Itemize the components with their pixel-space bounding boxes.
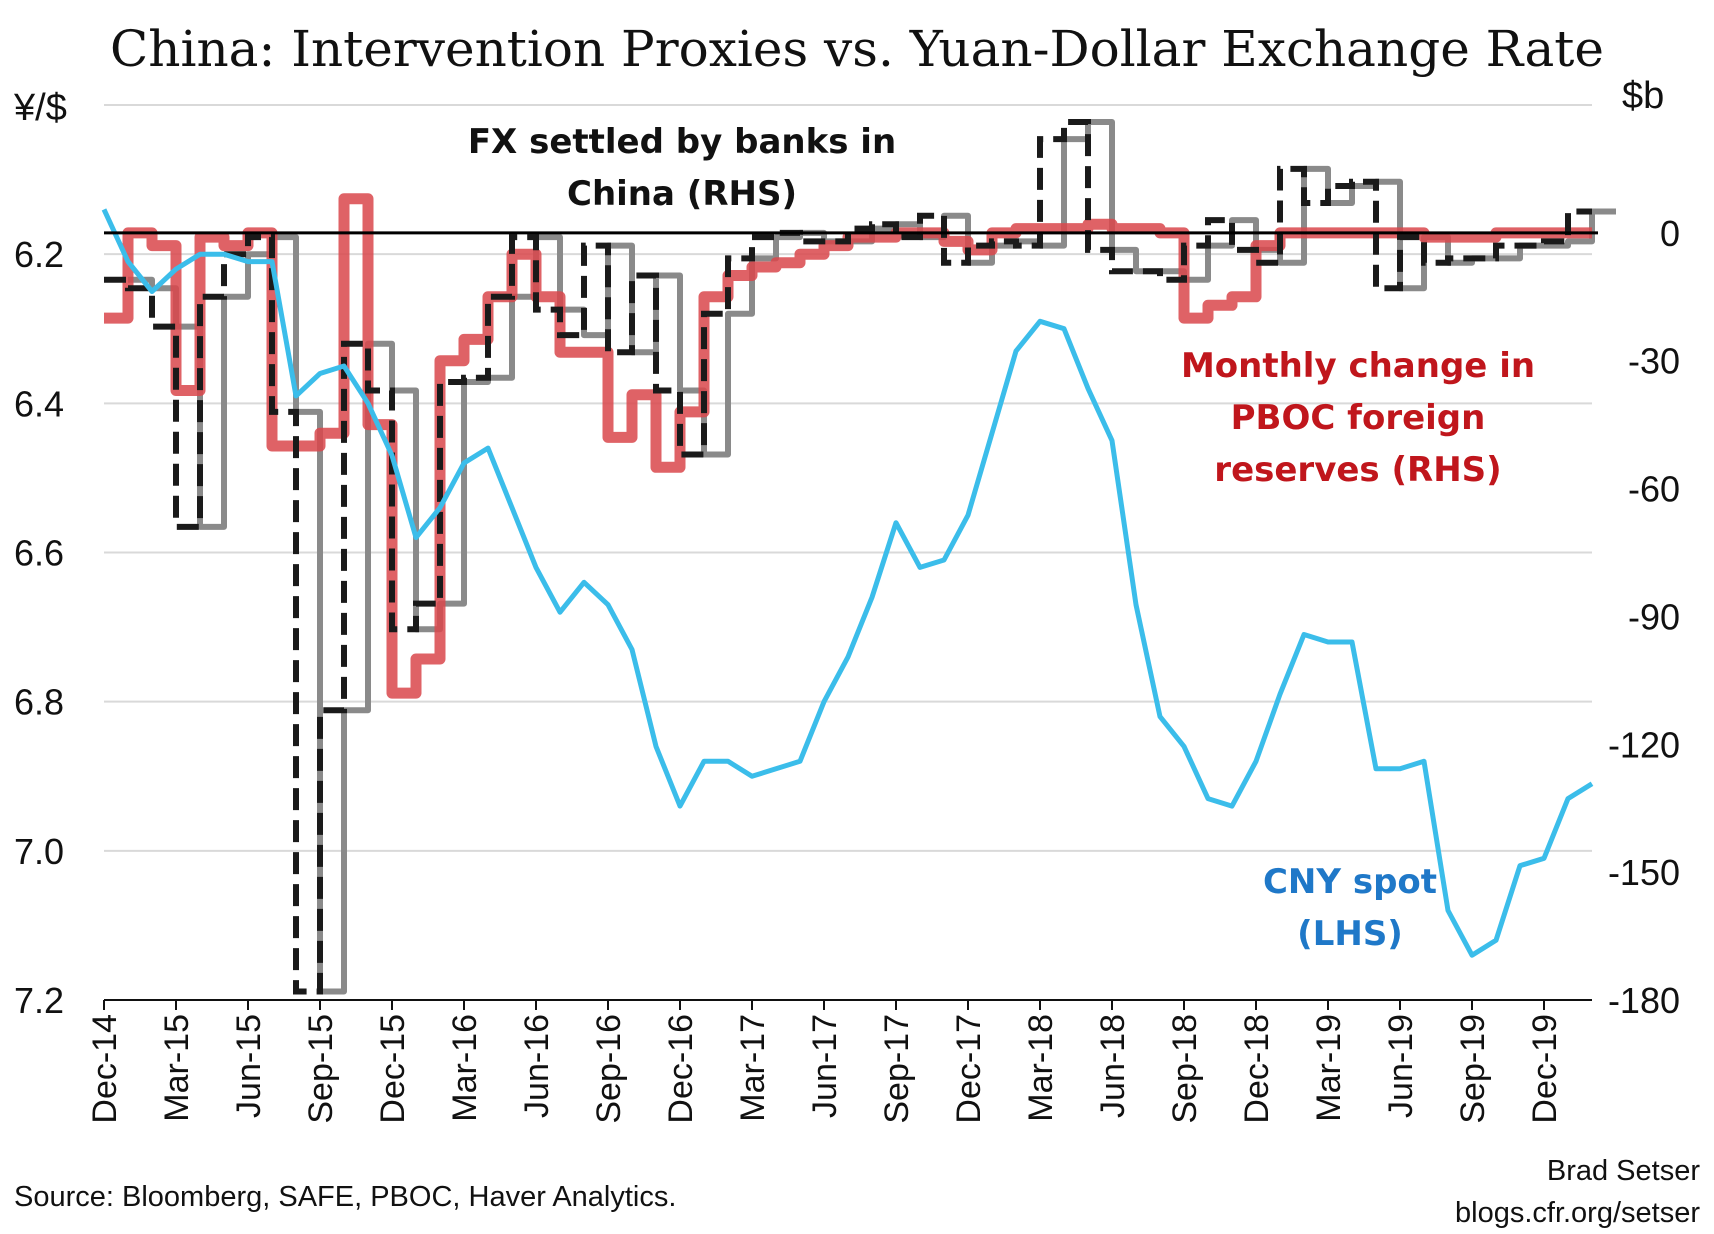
x-tick-label: Jun-17 [806,1014,844,1118]
right-axis-unit: $b [1622,75,1664,117]
annotation-fx-settled-line1: FX settled by banks in [468,122,896,162]
left-tick-label: 6.8 [14,682,64,723]
left-tick-label: 7.2 [14,980,64,1021]
x-tick-label: Mar-17 [734,1014,772,1122]
annotation-fx-settled: FX settled by banks in China (RHS) [468,122,896,214]
x-tick-label: Mar-16 [446,1014,484,1122]
left-tick-label: 6.6 [14,533,64,574]
x-tick-label: Jun-16 [518,1014,556,1118]
annotation-cny-line2: (LHS) [1297,914,1403,954]
x-tick-label: Sep-18 [1166,1014,1204,1124]
x-tick-label: Sep-19 [1454,1014,1492,1124]
series-lines [101,119,1616,995]
x-tick-label: Dec-17 [950,1014,988,1124]
x-tick-label: Sep-16 [590,1014,628,1124]
right-tick-label: -180 [1608,980,1680,1021]
right-axis-ticks: 0 -30 -60 -90 -120 -150 -180 [1608,213,1680,1021]
x-tick-label: Jun-18 [1094,1014,1132,1118]
annotation-pboc-line2: PBOC foreign [1231,398,1486,438]
annotation-pboc-line1: Monthly change in [1181,346,1535,386]
x-tick-label: Jun-19 [1382,1014,1420,1118]
blog-url: blogs.cfr.org/setser [1455,1197,1700,1229]
x-tick-label: Dec-16 [662,1014,700,1124]
right-tick-label: 0 [1660,213,1680,254]
x-tick-label: Dec-15 [374,1014,412,1124]
source-note: Source: Bloomberg, SAFE, PBOC, Haver Ana… [14,1181,676,1213]
left-axis-ticks: 6.2 6.4 6.6 6.8 7.0 7.2 [14,234,64,1021]
left-tick-label: 7.0 [14,831,64,872]
series-fx-settled [104,119,1592,995]
series-pboc-reserves [104,193,1592,699]
x-tick-label: Dec-18 [1238,1014,1276,1124]
chart-title: China: Intervention Proxies vs. Yuan-Dol… [110,20,1604,78]
right-tick-label: -150 [1608,852,1680,893]
x-tick-label: Sep-15 [302,1014,340,1124]
right-tick-label: -90 [1628,596,1680,637]
right-tick-label: -120 [1608,724,1680,765]
left-axis-unit: ¥/$ [13,87,67,129]
annotation-fx-settled-line2: China (RHS) [567,174,797,214]
left-tick-label: 6.2 [14,234,64,275]
left-tick-label: 6.4 [14,383,64,424]
author-credit: Brad Setser [1547,1155,1700,1187]
x-tick-label: Dec-19 [1526,1014,1564,1124]
annotation-pboc-line3: reserves (RHS) [1214,450,1501,490]
annotation-cny: CNY spot (LHS) [1263,862,1437,954]
x-axis-ticks: Dec-14 Mar-15 Jun-15 Sep-15 Dec-15 Mar-16 Jun-… [86,999,1592,1124]
x-tick-label: Mar-19 [1310,1014,1348,1122]
x-tick-label: Sep-17 [878,1014,916,1124]
right-tick-label: -30 [1628,341,1680,382]
annotation-pboc: Monthly change in PBOC foreign reserves … [1181,346,1535,490]
series-cny-spot [101,208,1594,958]
right-tick-label: -60 [1628,469,1680,510]
x-tick-label: Jun-15 [230,1014,268,1118]
x-tick-label: Dec-14 [86,1014,124,1124]
x-tick-label: Mar-15 [158,1014,196,1122]
annotation-cny-line1: CNY spot [1263,862,1437,902]
x-tick-label: Mar-18 [1022,1014,1060,1122]
